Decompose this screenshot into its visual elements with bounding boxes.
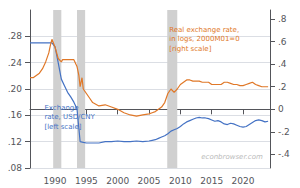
- svg-text:.6: .6: [278, 37, 287, 47]
- svg-text:.08: .08: [8, 163, 23, 173]
- svg-text:.20: .20: [8, 84, 23, 94]
- svg-text:0: 0: [278, 104, 284, 114]
- svg-text:2015: 2015: [200, 176, 223, 186]
- svg-text:[left scale]: [left scale]: [44, 123, 81, 131]
- svg-text:Real exchange rate,: Real exchange rate,: [169, 26, 239, 34]
- svg-text:.4: .4: [278, 59, 287, 69]
- svg-text:econbrowser.com: econbrowser.com: [201, 153, 263, 161]
- svg-text:1990: 1990: [44, 176, 67, 186]
- svg-text:-.2: -.2: [278, 127, 290, 137]
- svg-text:in logs, 2000M01=0: in logs, 2000M01=0: [169, 35, 239, 43]
- svg-text:2005: 2005: [138, 176, 161, 186]
- svg-text:2020: 2020: [232, 176, 255, 186]
- svg-text:.28: .28: [8, 31, 23, 41]
- svg-text:rate, USD/CNY: rate, USD/CNY: [44, 113, 95, 121]
- svg-text:2000: 2000: [106, 176, 129, 186]
- svg-text:.2: .2: [278, 82, 287, 92]
- svg-text:1995: 1995: [75, 176, 98, 186]
- svg-text:.12: .12: [8, 137, 22, 147]
- svg-text:Exchange: Exchange: [44, 104, 78, 112]
- svg-text:-.4: -.4: [278, 149, 290, 159]
- svg-text:2010: 2010: [169, 176, 192, 186]
- svg-text:.24: .24: [8, 58, 23, 68]
- svg-text:.16: .16: [8, 110, 23, 120]
- svg-text:.8: .8: [278, 14, 287, 24]
- svg-text:[right scale]: [right scale]: [169, 45, 211, 53]
